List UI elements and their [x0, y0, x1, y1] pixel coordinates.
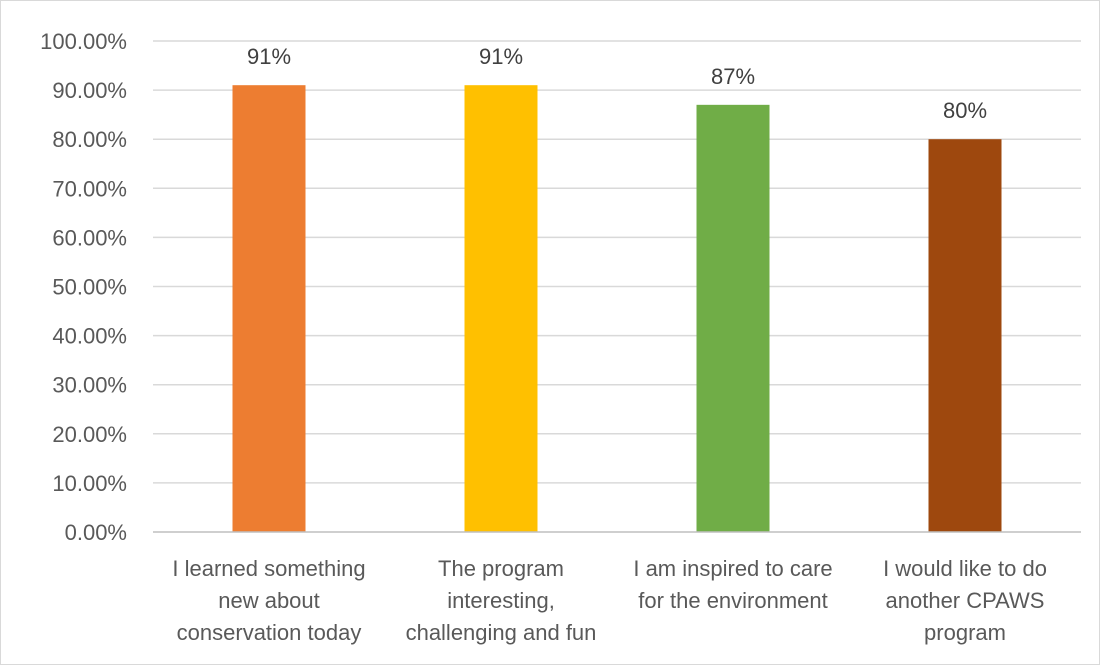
y-tick-label: 20.00%	[52, 422, 127, 447]
x-tick-label: I am inspired to care	[633, 556, 832, 581]
x-tick-label: challenging and fun	[406, 620, 597, 645]
y-tick-label: 0.00%	[65, 520, 127, 545]
y-tick-label: 60.00%	[52, 225, 127, 250]
bar	[696, 104, 770, 532]
x-tick-label: interesting,	[447, 588, 555, 613]
data-label: 91%	[247, 44, 291, 69]
x-axis: I learned something new about conservation…	[153, 531, 1081, 645]
y-tick-label: 80.00%	[52, 127, 127, 152]
data-labels: 91% 91% 87% 80%	[247, 44, 987, 123]
x-tick-label: conservation today	[177, 620, 362, 645]
x-tick-label: I learned something	[172, 556, 365, 581]
y-tick-label: 40.00%	[52, 324, 127, 349]
x-tick-label: I would like to do	[883, 556, 1047, 581]
data-label: 80%	[943, 98, 987, 123]
bar	[464, 85, 538, 532]
bar	[232, 85, 306, 532]
y-tick-label: 90.00%	[52, 78, 127, 103]
y-tick-label: 50.00%	[52, 275, 127, 300]
x-tick-label: program	[924, 620, 1006, 645]
gridlines	[153, 40, 1081, 484]
bars	[232, 85, 1002, 532]
x-tick-label: The program	[438, 556, 564, 581]
y-tick-label: 70.00%	[52, 176, 127, 201]
data-label: 87%	[711, 64, 755, 89]
y-tick-label: 10.00%	[52, 471, 127, 496]
y-tick-label: 30.00%	[52, 373, 127, 398]
x-tick-label: for the environment	[638, 588, 828, 613]
y-axis: 0.00% 10.00% 20.00% 30.00% 40.00% 50.00% 60.00…	[40, 29, 127, 545]
bar	[928, 139, 1002, 532]
x-tick-label: another CPAWS	[886, 588, 1045, 613]
data-label: 91%	[479, 44, 523, 69]
y-tick-label: 100.00%	[40, 29, 127, 54]
x-tick-label: new about	[218, 588, 320, 613]
